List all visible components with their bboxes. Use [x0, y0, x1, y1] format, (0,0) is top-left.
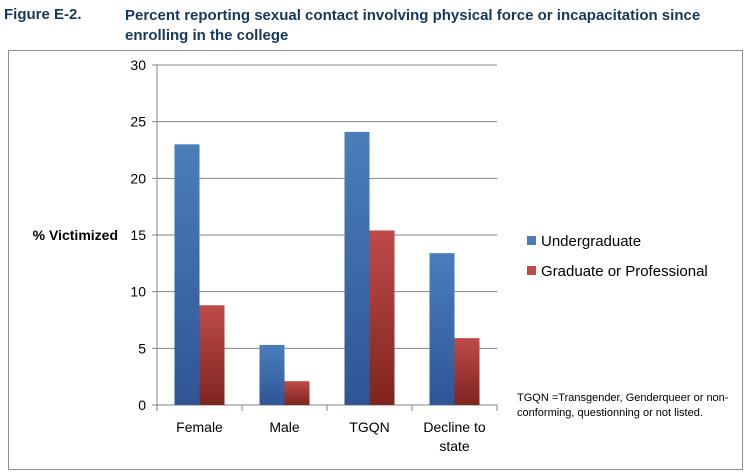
- bar-graduate-male: [284, 381, 310, 405]
- legend: Undergraduate Graduate or Professional: [527, 233, 708, 280]
- bar-undergraduate-tgqn: [344, 131, 370, 405]
- y-tick-label: 5: [138, 340, 146, 356]
- footnote: TGQN =Transgender, Genderqueer or non-co…: [517, 392, 729, 419]
- bar-undergraduate-female: [174, 144, 200, 406]
- bars: [174, 131, 480, 406]
- x-tick-label: TGQN: [349, 419, 389, 435]
- y-tick-label: 10: [130, 284, 146, 300]
- legend-label-graduate: Graduate or Professional: [541, 263, 708, 280]
- legend-label-undergraduate: Undergraduate: [541, 233, 641, 250]
- bar-graduate-female: [199, 305, 225, 405]
- y-tick-label: 25: [130, 114, 146, 130]
- x-tick-label: Female: [176, 419, 223, 435]
- figure-title: Percent reporting sexual contact involvi…: [125, 7, 701, 44]
- bar-undergraduate-decline-to-state: [429, 253, 455, 405]
- y-tick-label: 0: [138, 397, 146, 413]
- bar-graduate-decline-to-state: [454, 338, 480, 405]
- y-tick-label: 15: [130, 227, 146, 243]
- bar-graduate-tgqn: [369, 230, 395, 405]
- figure-caption: Figure E-2. Percent reporting sexual con…: [0, 0, 750, 48]
- bar-undergraduate-male: [259, 344, 285, 405]
- x-axis-ticks: Female Male TGQN Decline to state: [176, 419, 486, 454]
- y-tick-label: 20: [130, 170, 146, 186]
- x-tick-label: Decline to state: [423, 419, 485, 454]
- y-tick-label: 30: [130, 57, 146, 73]
- figure-label: Figure E-2.: [4, 6, 82, 23]
- chart-frame: [8, 50, 743, 470]
- y-axis-label: % Victimized: [33, 227, 118, 243]
- legend-swatch-undergraduate: [527, 236, 536, 245]
- y-axis-ticks: 0 5 10 15 20 25 30: [130, 57, 146, 413]
- x-tick-label: Male: [269, 419, 300, 435]
- legend-swatch-graduate: [527, 266, 536, 275]
